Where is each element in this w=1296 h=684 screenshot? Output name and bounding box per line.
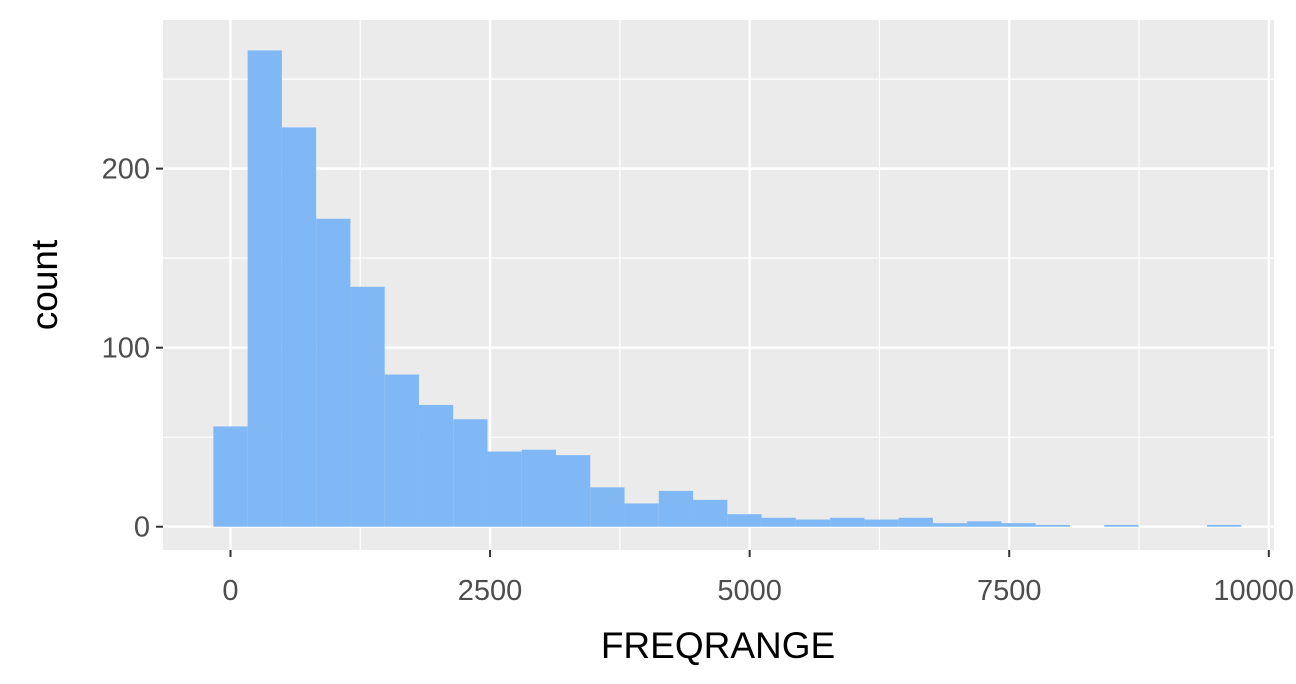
histogram-bar <box>556 455 591 527</box>
x-tick-label: 2500 <box>458 575 523 607</box>
histogram-bar <box>1035 524 1070 527</box>
histogram-bar <box>521 449 557 527</box>
x-axis-title: FREQRANGE <box>601 625 835 666</box>
histogram-bar <box>864 519 899 527</box>
histogram-bar <box>1104 524 1139 527</box>
y-axis-title: count <box>24 239 65 330</box>
histogram-bar <box>658 490 694 527</box>
histogram-bar <box>932 523 968 527</box>
x-tick-label: 0 <box>222 575 238 607</box>
histogram-bar <box>1207 524 1242 527</box>
histogram-bar <box>761 517 796 527</box>
y-tick-label: 100 <box>102 333 150 365</box>
histogram-bar <box>693 499 728 527</box>
histogram-bar <box>1001 523 1036 527</box>
y-tick-label: 0 <box>134 512 150 544</box>
histogram-bar <box>316 218 351 527</box>
x-tick-label: 10000 <box>1213 575 1294 607</box>
histogram-bar <box>350 286 385 527</box>
histogram-bar <box>247 50 282 527</box>
histogram-bar <box>967 521 1002 527</box>
histogram-bar <box>727 514 762 527</box>
x-axis-ticks: 0 2500 5000 7500 10000 <box>222 550 1294 607</box>
minor-gridlines <box>163 20 1274 550</box>
histogram-bar <box>453 419 488 527</box>
x-tick-label: 7500 <box>977 575 1042 607</box>
histogram-bar <box>384 374 419 527</box>
histogram-bar <box>213 426 248 527</box>
histogram-bar <box>898 517 933 527</box>
histogram-bar <box>590 487 625 527</box>
y-tick-label: 200 <box>102 154 150 186</box>
histogram-bar <box>281 127 317 527</box>
histogram-bar <box>487 451 522 527</box>
histogram-bar <box>418 404 454 527</box>
histogram-bar <box>830 517 865 527</box>
x-tick-label: 5000 <box>717 575 782 607</box>
y-axis-ticks: 0 100 200 <box>102 154 163 544</box>
histogram-bar <box>624 503 659 527</box>
histogram-bar <box>795 519 831 527</box>
histogram-bars <box>213 50 1242 527</box>
